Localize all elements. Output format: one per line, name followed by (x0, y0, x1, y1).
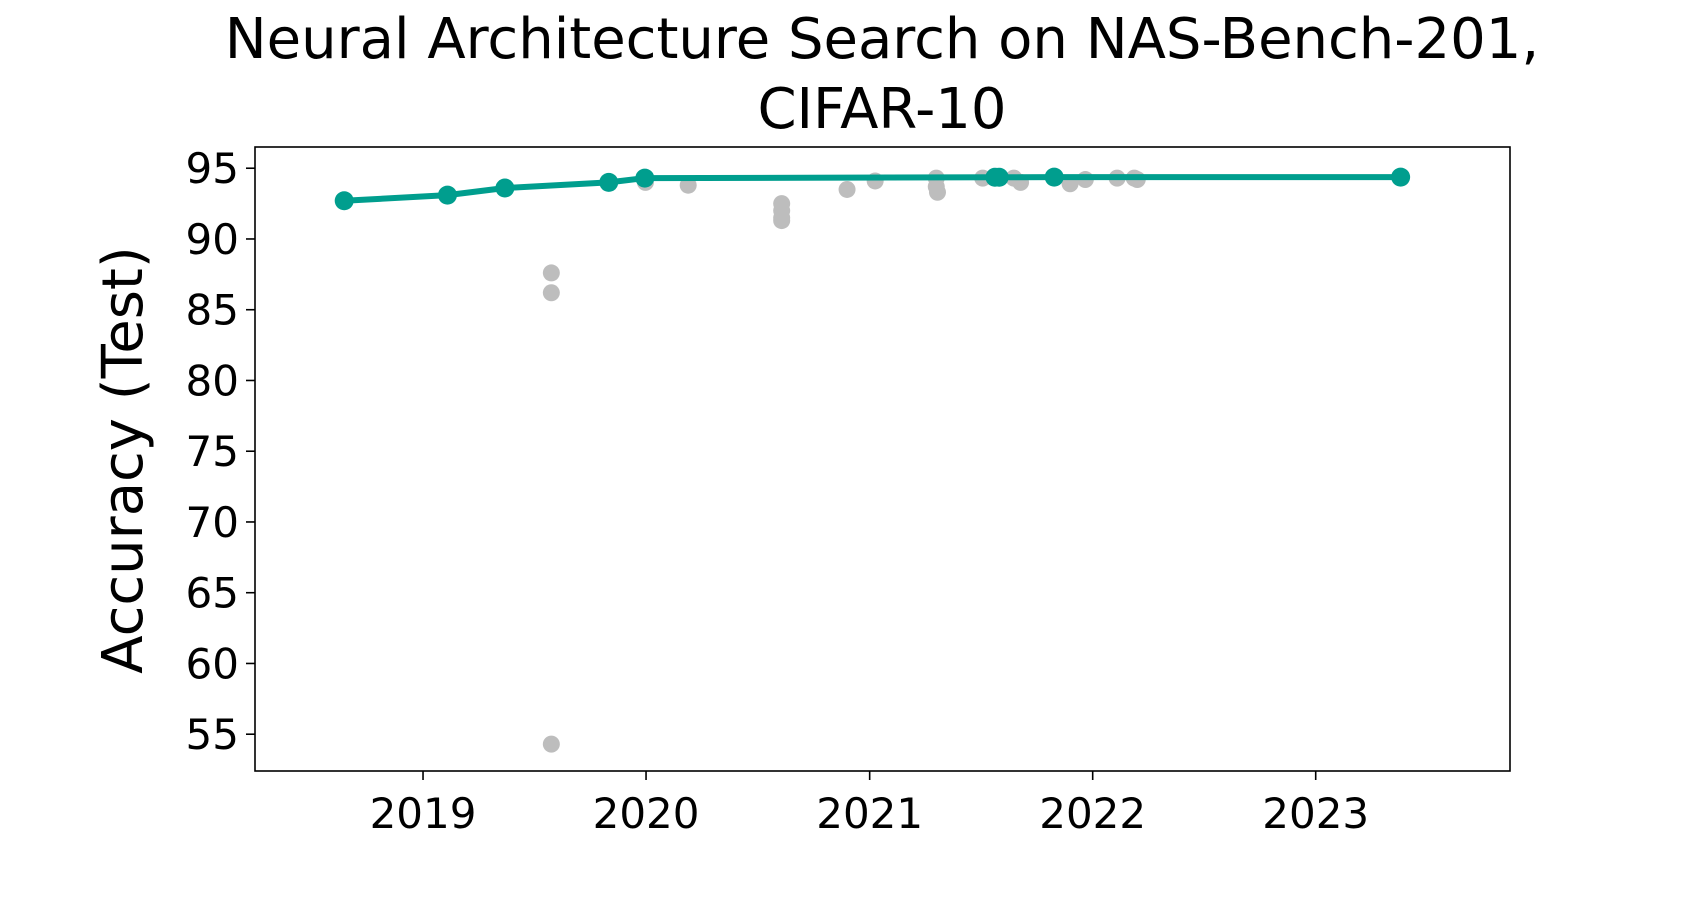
other-model-point (542, 264, 560, 282)
frontier-point (1391, 167, 1411, 187)
frontier-point (599, 172, 619, 192)
plot-area: 55 60 65 70 75 80 85 90 95 2019 2020 2021 2022 2023 (186, 144, 1511, 838)
y-tick-label: 80 (186, 356, 239, 405)
y-tick-label: 75 (186, 427, 239, 476)
y-tick-label: 60 (186, 639, 239, 688)
other-model-point (542, 284, 560, 302)
y-axis-label: Accuracy (Test) (91, 246, 156, 673)
y-tick-label: 55 (186, 710, 239, 759)
y-tick-label: 90 (186, 215, 239, 264)
frontier-point (989, 167, 1009, 187)
other-model-point (542, 735, 560, 753)
y-tick-label: 70 (186, 498, 239, 547)
y-tick-label: 65 (186, 569, 239, 618)
chart-title-line-2: CIFAR-10 (757, 77, 1006, 142)
other-model-point (928, 183, 946, 201)
x-tick-label: 2022 (1039, 789, 1146, 838)
x-tick-label: 2020 (593, 789, 700, 838)
frontier-point (635, 168, 655, 188)
frontier-point (437, 185, 457, 205)
plot-frame (254, 146, 1511, 772)
y-tick-label: 95 (186, 144, 239, 193)
chart-title-line-1: Neural Architecture Search on NAS-Bench-… (225, 7, 1539, 72)
other-model-point (838, 180, 856, 198)
y-tick-label: 85 (186, 286, 239, 335)
other-model-point (773, 212, 791, 230)
x-tick-label: 2019 (370, 789, 477, 838)
x-tick-label: 2023 (1262, 789, 1369, 838)
frontier-point (1044, 167, 1064, 187)
frontier-point (334, 191, 354, 211)
x-tick-label: 2021 (816, 789, 923, 838)
frontier-point (495, 178, 515, 198)
